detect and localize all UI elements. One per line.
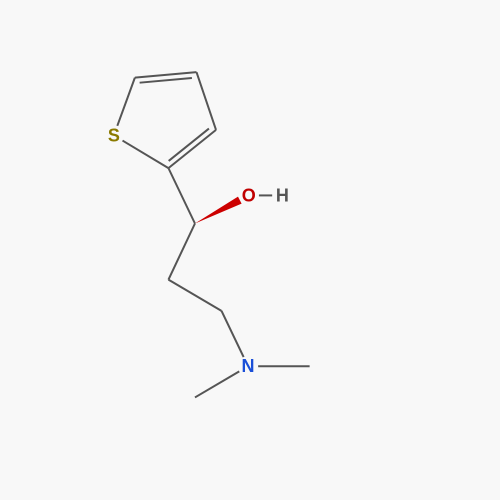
atom-h: H <box>276 185 289 205</box>
atom-s: S <box>108 125 120 145</box>
atom-o: O <box>242 185 256 205</box>
atom-n: N <box>242 356 255 376</box>
